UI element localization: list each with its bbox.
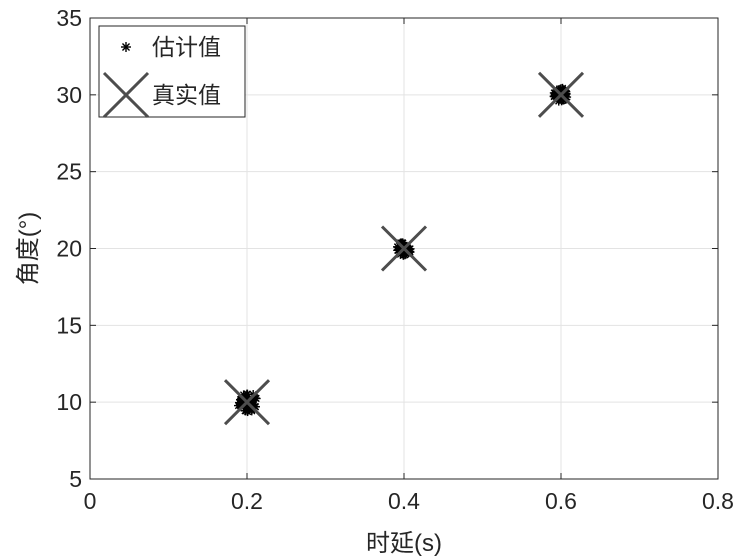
y-axis-title: 角度(°) [15,212,42,286]
y-tick-label: 5 [69,466,82,492]
x-tick-label: 0.4 [388,488,420,514]
legend: 估计值 真实值 [99,26,245,117]
x-axis-title: 时延(s) [366,530,442,557]
legend-marker-asterisk [121,42,131,52]
x-tick-label: 0.6 [545,488,577,514]
y-tick-label: 30 [56,82,82,108]
y-tick-label: 10 [56,389,82,415]
legend-label-true: 真实值 [152,82,221,108]
y-tick-label: 25 [56,159,82,185]
y-tick-label: 15 [56,312,82,338]
x-tick-label: 0 [84,488,97,514]
legend-label-estimate: 估计值 [152,34,221,60]
x-tick-label: 0.8 [702,488,734,514]
y-tick-label: 35 [56,5,82,31]
x-tick-label: 0.2 [231,488,263,514]
y-tick-label: 20 [56,236,82,262]
